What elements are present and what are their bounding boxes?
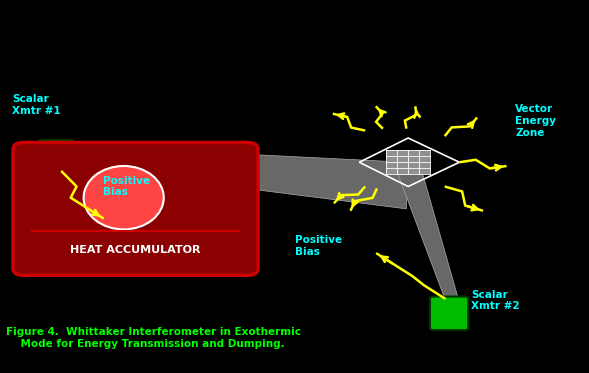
Text: Scalar
Xmtr #1: Scalar Xmtr #1 [12,94,61,116]
Bar [386,150,430,175]
Text: Figure 4.  Whittaker Interferometer in Exothermic
    Mode for Energy Transmissi: Figure 4. Whittaker Interferometer in Ex… [6,327,301,349]
Text: Positive
Bias: Positive Bias [103,176,150,197]
Text: HEAT ACCUMULATOR: HEAT ACCUMULATOR [70,245,201,255]
Text: Vector
Energy
Zone: Vector Energy Zone [515,104,557,138]
FancyBboxPatch shape [38,140,74,173]
Text: Scalar
Xmtr #2: Scalar Xmtr #2 [471,290,520,311]
FancyBboxPatch shape [430,297,468,330]
FancyBboxPatch shape [13,142,258,275]
Polygon shape [70,145,406,209]
Ellipse shape [84,166,164,229]
Text: Positive
Bias: Positive Bias [294,235,342,257]
Polygon shape [393,162,458,298]
